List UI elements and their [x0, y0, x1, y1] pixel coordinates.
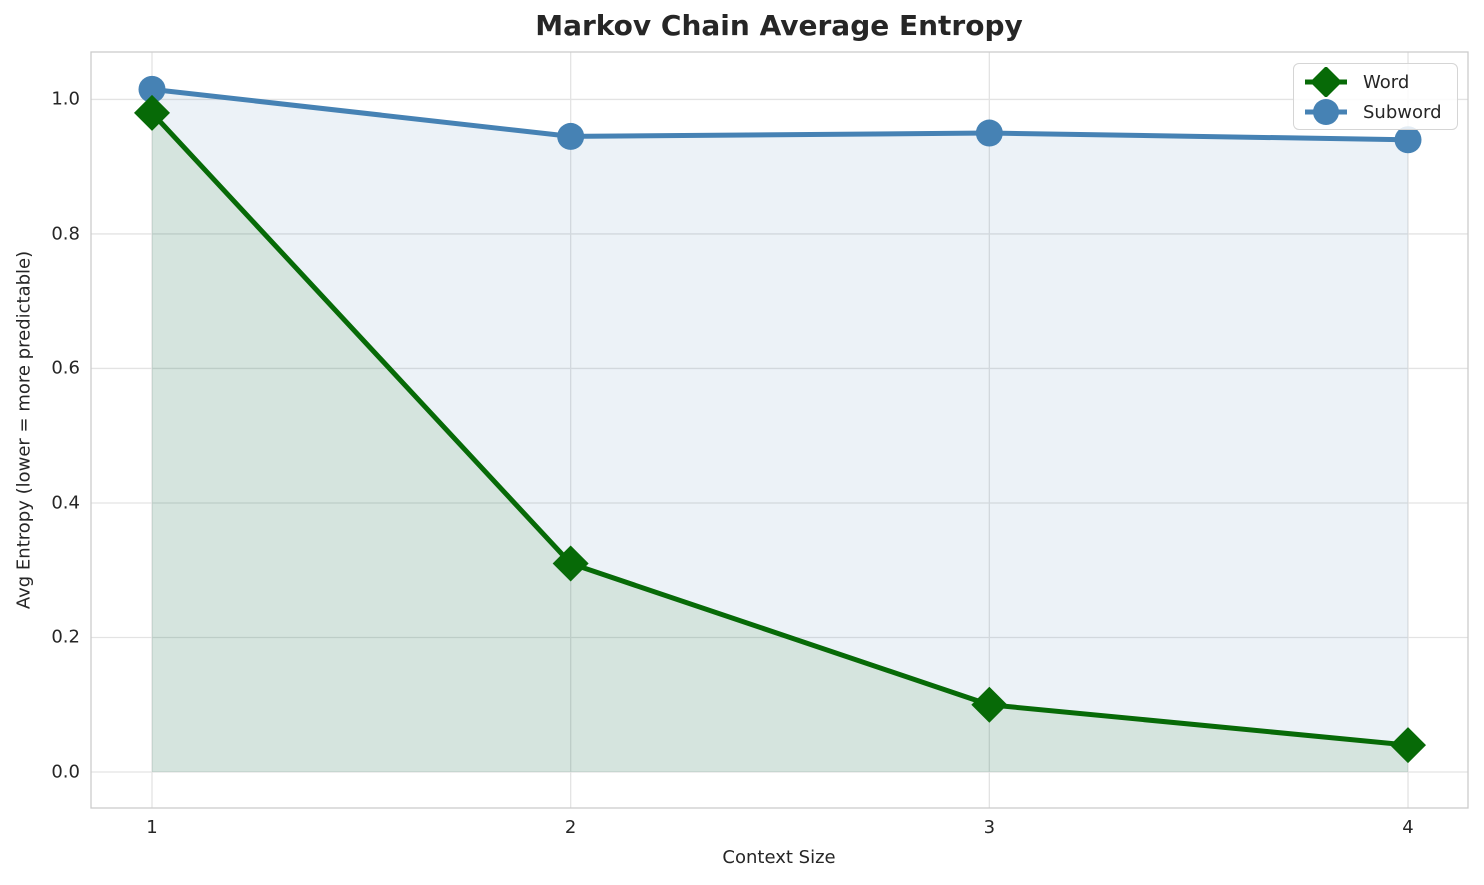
legend: Word Subword: [1293, 63, 1458, 130]
y-tick-label: 0.8: [51, 223, 80, 245]
word-area: [151, 112, 1409, 773]
y-tick-label: 0.6: [51, 357, 80, 379]
subword-marker: [557, 122, 585, 150]
subword-line: [149, 86, 1411, 143]
subword-circle-icon: [1305, 99, 1347, 125]
subword-area: [151, 89, 1409, 773]
subword-marker: [138, 75, 166, 103]
legend-entry-subword: Subword: [1302, 97, 1457, 127]
x-tick-label: 4: [1402, 817, 1414, 838]
y-tick-label: 1.0: [51, 88, 80, 110]
word-marker: [133, 94, 170, 131]
x-tick-label: 1: [146, 817, 158, 838]
word-line: [149, 110, 1411, 748]
legend-label-word: Word: [1363, 71, 1410, 93]
y-tick-label: 0.2: [51, 626, 80, 648]
x-tick-label: 2: [564, 817, 577, 838]
x-axis-label: Context Size: [722, 847, 836, 868]
axes-background: [91, 52, 1468, 808]
subword-marker: [1394, 126, 1422, 154]
y-axis-label: Avg Entropy (lower = more predictable): [13, 250, 35, 610]
legend-label-subword: Subword: [1363, 101, 1442, 123]
word-marker: [552, 545, 589, 582]
y-tick-label: 0.4: [51, 492, 80, 514]
chart-title: Markov Chain Average Entropy: [535, 9, 1023, 42]
subword-marker: [975, 119, 1003, 147]
word-marker: [971, 686, 1008, 723]
word-marker: [1390, 727, 1427, 764]
x-tick-label: 3: [983, 817, 996, 838]
plot-border: [90, 51, 1469, 809]
legend-entry-word: Word: [1302, 67, 1457, 97]
word-diamond-icon: [1305, 67, 1347, 97]
y-tick-label: 0.0: [51, 761, 80, 783]
